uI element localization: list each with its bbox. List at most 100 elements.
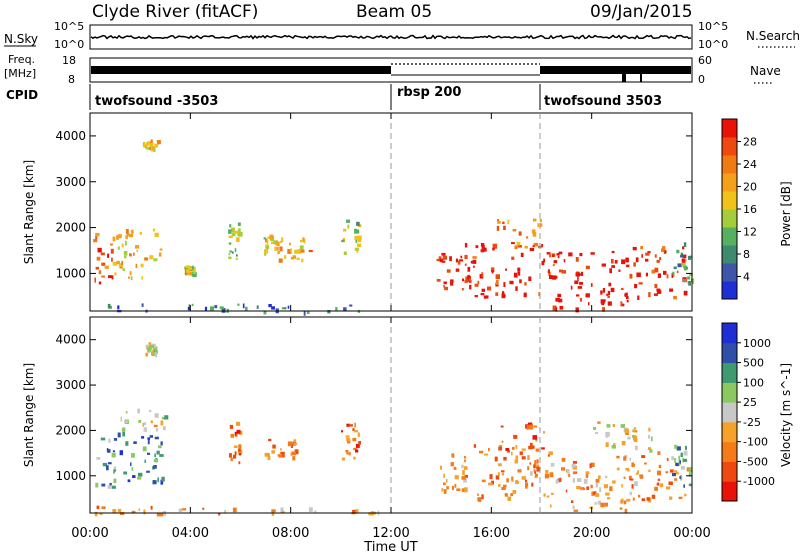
echo-cell <box>149 409 152 412</box>
echo-cell <box>234 445 238 448</box>
echo-cell <box>272 444 276 449</box>
echo-cell <box>188 304 191 307</box>
echo-cell <box>236 254 238 257</box>
echo-cell <box>591 491 594 496</box>
echo-cell <box>674 478 678 481</box>
echo-cell <box>629 478 634 481</box>
echo-cell <box>501 470 505 473</box>
echo-cell <box>574 280 579 285</box>
echo-cell <box>129 253 132 257</box>
echo-cell <box>354 430 358 433</box>
echo-cell <box>127 479 131 483</box>
echo-cell <box>674 444 678 449</box>
echo-cell <box>122 431 125 437</box>
nsearch-label: N.Search <box>746 29 800 43</box>
echo-cell <box>278 258 283 263</box>
echo-cell <box>595 478 600 483</box>
echo-cell <box>631 463 635 467</box>
echo-cell <box>611 445 616 449</box>
echo-cell <box>629 457 631 461</box>
echo-cell <box>688 472 691 477</box>
echo-cell <box>281 307 285 310</box>
echo-cell <box>612 480 616 484</box>
echo-cell <box>555 297 560 302</box>
echo-cell <box>524 479 528 482</box>
echo-cell <box>634 445 638 451</box>
echo-cell <box>452 454 455 458</box>
echo-cell <box>532 231 537 237</box>
echo-cell <box>116 260 120 265</box>
echo-cell <box>463 456 467 459</box>
cpid-label: CPID <box>6 88 38 102</box>
echo-cell <box>119 263 123 267</box>
echo-cell <box>153 424 158 428</box>
echo-cell <box>688 281 691 286</box>
echo-cell <box>104 265 109 269</box>
echo-cell <box>633 427 637 430</box>
echo-cell <box>349 304 353 307</box>
echo-cell <box>294 449 299 455</box>
echo-cell <box>442 255 447 260</box>
freq-tick-bottom: 8 <box>68 73 75 86</box>
echo-cell <box>150 420 153 424</box>
echo-cell <box>343 228 347 232</box>
echo-cell <box>107 253 110 258</box>
echo-cell <box>129 271 132 276</box>
echo-cell <box>626 498 631 502</box>
echo-cell <box>518 231 522 236</box>
time-axis-ticks: 00:00 04:00 08:00 12:00 16:00 20:00 00:00 <box>71 113 711 541</box>
y-tick-label: 1000 <box>55 469 86 483</box>
echo-cell <box>586 486 590 490</box>
echo-cell <box>137 408 140 414</box>
colorbar-swatch <box>722 209 737 228</box>
echo-cell <box>470 260 475 264</box>
echo-cell <box>481 272 484 277</box>
echo-cell <box>682 278 686 282</box>
echo-cell <box>473 265 475 268</box>
echo-cell <box>152 349 154 355</box>
echo-cell <box>95 266 99 270</box>
echo-cell <box>98 281 102 285</box>
echo-cell <box>160 420 164 426</box>
echo-cell <box>192 271 196 274</box>
echo-cell <box>552 263 555 267</box>
echo-cell <box>267 236 270 239</box>
echo-cell <box>228 235 233 239</box>
echo-cell <box>446 269 451 273</box>
echo-cell <box>593 427 597 430</box>
echo-cell <box>662 246 666 251</box>
echo-cell <box>118 234 122 239</box>
echo-cell <box>238 231 243 237</box>
echo-cell <box>572 465 577 470</box>
echo-cell <box>95 235 98 240</box>
echo-cell <box>533 464 536 469</box>
power-echoes <box>93 139 695 316</box>
echo-cell <box>600 502 605 508</box>
echo-cell <box>128 276 130 279</box>
echo-cell <box>279 455 283 458</box>
echo-cell <box>160 479 164 485</box>
echo-cell <box>138 419 142 423</box>
echo-cell <box>682 254 687 258</box>
echo-cell <box>154 453 156 458</box>
colorbar-swatch <box>722 402 737 423</box>
echo-cell <box>524 245 528 249</box>
echo-cell <box>501 440 504 443</box>
echo-cell <box>657 478 661 481</box>
echo-cell <box>680 466 685 470</box>
colorbar-tick-label: 25 <box>743 396 757 409</box>
echo-cell <box>590 252 595 255</box>
nave-tick-top: 60 <box>698 54 712 67</box>
echo-cell <box>671 456 675 461</box>
echo-cell <box>507 219 510 225</box>
echo-cell <box>443 473 445 478</box>
date-title: 09/Jan/2015 <box>590 2 693 22</box>
echo-cell <box>158 445 162 449</box>
echo-cell <box>633 262 636 267</box>
echo-cell <box>680 254 685 258</box>
echo-cell <box>622 260 625 264</box>
echo-cell <box>676 446 681 451</box>
echo-cell <box>455 258 458 263</box>
y-tick-label: 3000 <box>55 175 86 189</box>
echo-cell <box>607 497 611 500</box>
